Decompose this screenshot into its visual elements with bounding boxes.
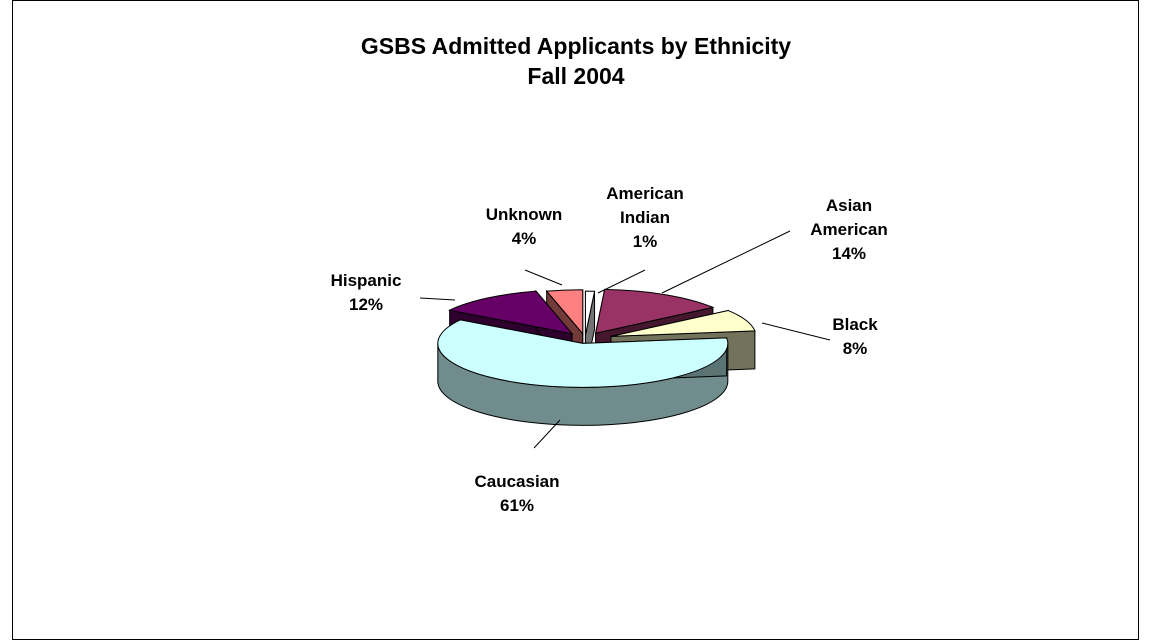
data-label-value: 14% [832, 244, 866, 263]
data-label-category: Unknown [486, 205, 563, 224]
pie-chart: American Indian 1% Asian American 14% Black 8% C… [331, 184, 888, 515]
data-label-category: Indian [620, 208, 670, 227]
pie-slice [610, 310, 756, 337]
data-label-value: 8% [843, 339, 868, 358]
data-label-category: Caucasian [474, 472, 559, 491]
leader-line [533, 419, 561, 449]
data-label-value: 61% [500, 496, 534, 515]
pie-slice [437, 319, 729, 388]
data-label-value: 1% [633, 232, 658, 251]
data-label-category: Black [832, 315, 878, 334]
chart-title: GSBS Admitted Applicants by Ethnicity [360, 33, 792, 59]
leader-line [761, 322, 831, 341]
data-label-value: 12% [349, 295, 383, 314]
data-label-category: American [810, 220, 887, 239]
pie-slice [594, 288, 715, 334]
chart-subtitle: Fall 2004 [527, 63, 625, 89]
leader-line [419, 297, 456, 301]
data-label-value: 4% [512, 229, 537, 248]
pie-slice [584, 290, 596, 336]
pie-slice [448, 290, 574, 335]
data-label-category: Asian [826, 196, 872, 215]
leader-line [597, 269, 646, 294]
leader-line [661, 230, 791, 294]
leader-line [524, 269, 563, 286]
data-label-category: Hispanic [331, 271, 402, 290]
data-label-category: American [606, 184, 683, 203]
pie-slice [545, 289, 584, 336]
